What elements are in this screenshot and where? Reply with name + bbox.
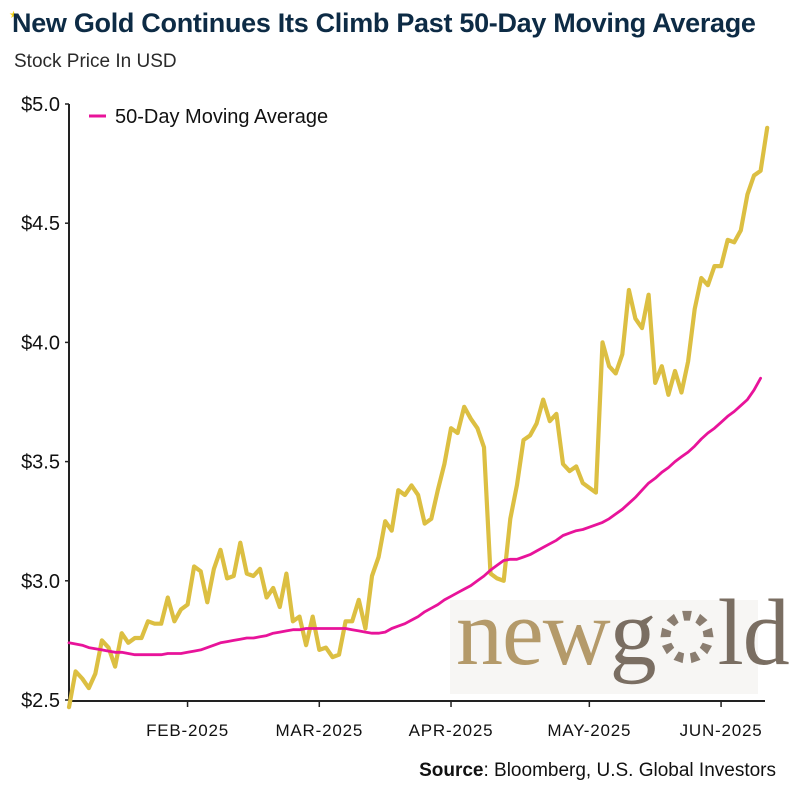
y-tick-label: $4.0 bbox=[21, 332, 60, 354]
sun-icon bbox=[660, 610, 714, 664]
logo-text-new: new bbox=[456, 581, 611, 685]
x-tick-label: JUN-2025 bbox=[680, 721, 763, 740]
logo-text-ld: ld bbox=[717, 581, 790, 685]
x-tick-label: MAR-2025 bbox=[275, 721, 363, 740]
y-tick-label: $2.5 bbox=[21, 690, 60, 712]
legend: 50-Day Moving Average bbox=[89, 106, 328, 128]
y-tick-label: $3.0 bbox=[21, 571, 60, 593]
star-icon: ★ bbox=[9, 10, 18, 21]
source-text: : Bloomberg, U.S. Global Investors bbox=[483, 760, 776, 781]
x-tick-label: APR-2025 bbox=[409, 721, 494, 740]
chart-subtitle: Stock Price In USD bbox=[14, 51, 177, 72]
logo-text-g: g bbox=[609, 581, 657, 685]
new-gold-logo: newg ld bbox=[450, 586, 790, 694]
chart-title: New Gold Continues Its Climb Past 50-Day… bbox=[12, 8, 756, 38]
x-tick-label: MAY-2025 bbox=[547, 721, 631, 740]
x-tick-label: FEB-2025 bbox=[146, 721, 229, 740]
y-tick-label: $3.5 bbox=[21, 452, 60, 474]
y-tick-label: $4.5 bbox=[21, 213, 60, 235]
legend-label: 50-Day Moving Average bbox=[115, 106, 328, 128]
x-axis: FEB-2025 MAR-2025 APR-2025 MAY-2025 JUN-2025 bbox=[69, 700, 765, 740]
source-note: Source: Bloomberg, U.S. Global Investors bbox=[419, 760, 776, 782]
source-label: Source bbox=[419, 760, 484, 781]
y-axis: $2.5 $3.0 $3.5 $4.0 $4.5 $5.0 bbox=[21, 94, 70, 712]
y-tick-label: $5.0 bbox=[21, 94, 60, 116]
